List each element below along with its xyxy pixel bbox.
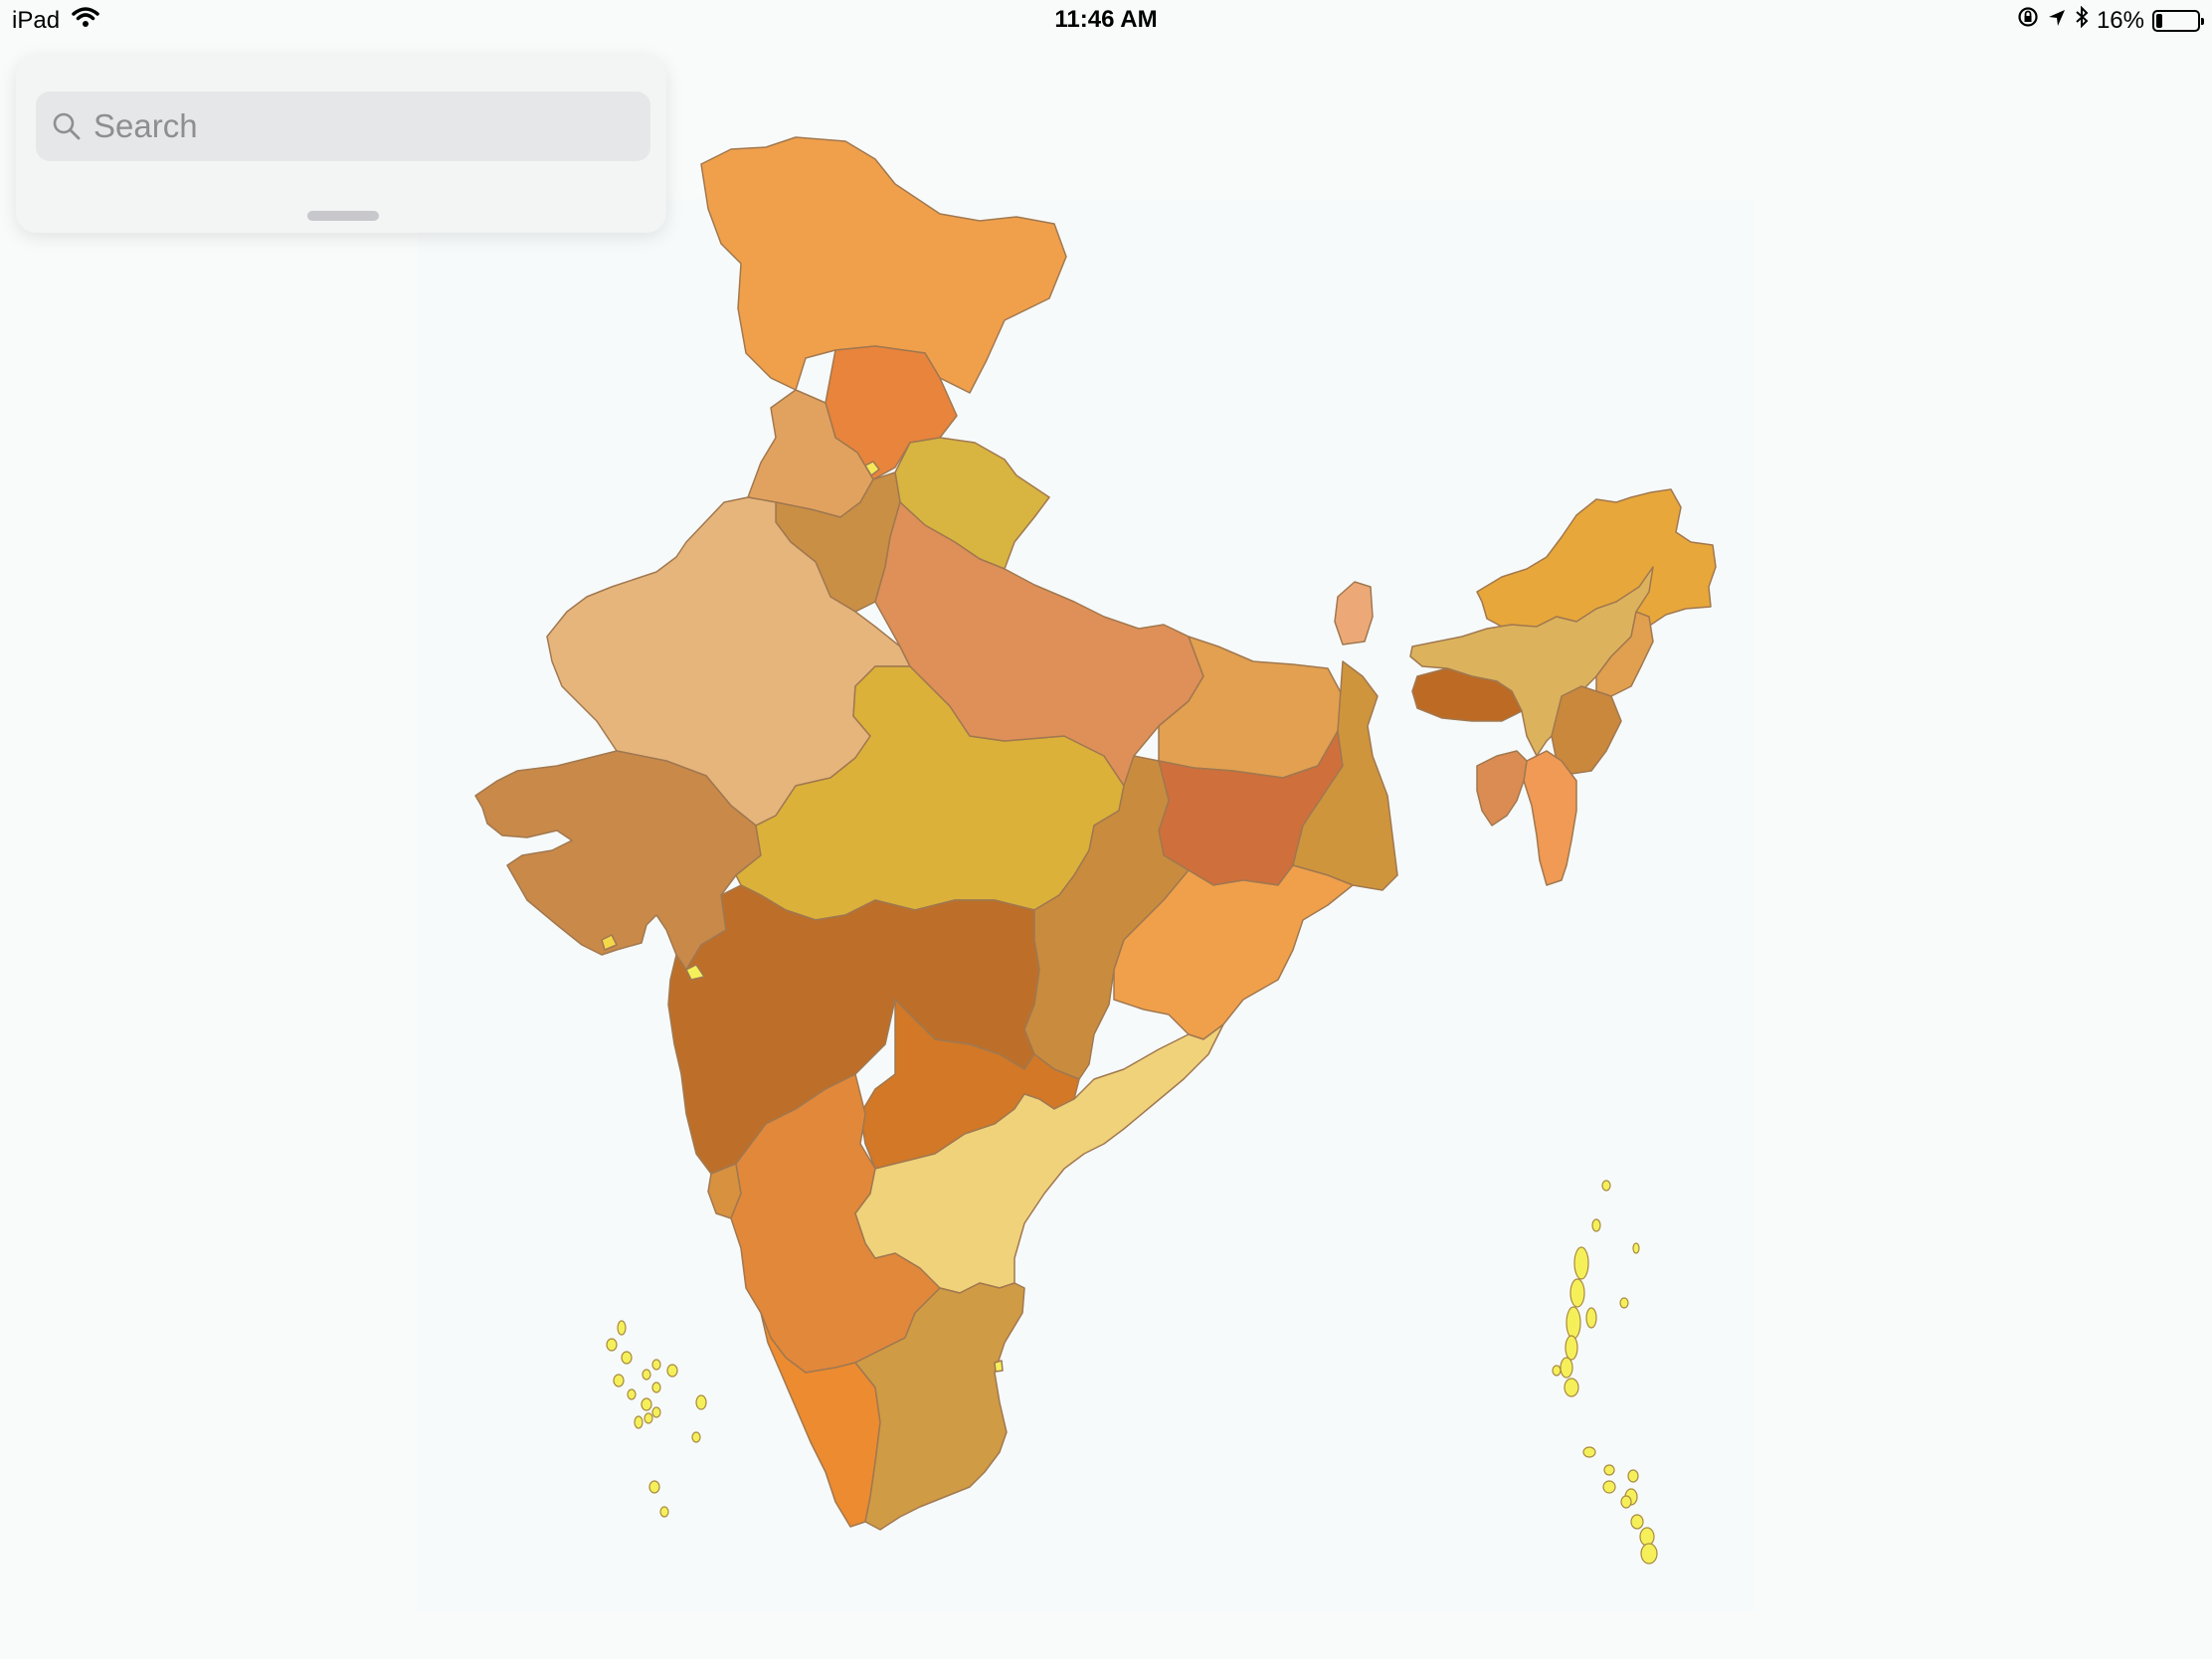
status-time: 11:46 AM [1054,6,1158,33]
search-field[interactable] [36,92,650,161]
bluetooth-icon [2075,5,2089,35]
region-nagaland[interactable] [1595,611,1654,697]
region-meghalaya[interactable] [1411,667,1523,722]
region-odisha[interactable] [1113,864,1354,1040]
orientation-lock-icon [2017,6,2039,35]
wifi-icon [72,6,99,35]
region-mizoram[interactable] [1523,750,1577,886]
battery-percent: 16% [2096,6,2144,34]
lakshadweep-islands[interactable] [606,1320,707,1518]
region-dadra[interactable] [685,964,705,981]
region-sikkim[interactable] [1334,581,1374,645]
region-jammu-kashmir[interactable] [700,136,1067,394]
region-tamil-nadu[interactable] [854,1282,1025,1531]
region-west-bengal[interactable] [1292,660,1398,891]
status-right: 16% [2017,5,2204,35]
region-gujarat[interactable] [474,750,762,971]
status-bar: iPad 11:46 AM 16% [0,0,2212,40]
search-card [16,56,666,233]
region-manipur[interactable] [1551,685,1622,775]
magnifying-glass-icon [53,112,81,140]
device-name: iPad [12,6,61,34]
status-left: iPad [12,6,99,35]
region-tripura[interactable] [1476,750,1528,827]
andaman-nicobar-islands[interactable] [1552,1180,1658,1565]
region-diu[interactable] [601,934,618,951]
location-arrow-icon [2047,7,2067,35]
region-puducherry[interactable] [994,1360,1004,1373]
region-andhra-pradesh[interactable] [854,1023,1224,1294]
sheet-grabber[interactable] [307,211,379,221]
battery-fill [2156,13,2162,28]
search-input[interactable] [92,106,633,146]
battery-icon [2152,9,2204,32]
region-delhi[interactable] [864,461,880,476]
